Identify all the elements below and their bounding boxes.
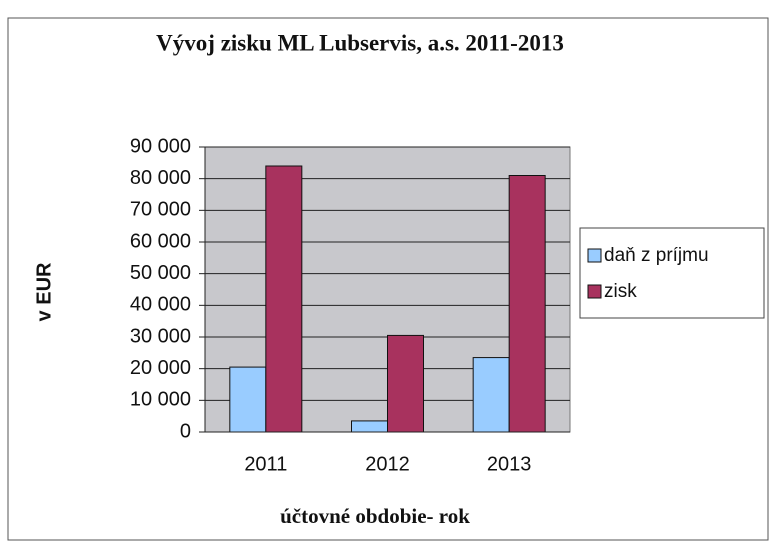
bar — [387, 334, 424, 433]
legend-label: daň z príjmu — [604, 245, 709, 266]
bar — [351, 420, 388, 433]
y-tick-label: 70 000 — [130, 199, 191, 221]
y-tick-label: 20 000 — [130, 357, 191, 379]
y-tick-label: 0 — [180, 420, 191, 442]
x-axis-label: účtovné obdobie- rok — [280, 504, 470, 528]
x-tick-label: 2013 — [487, 453, 532, 475]
bar — [229, 366, 267, 433]
y-tick-label: 10 000 — [130, 389, 191, 411]
legend-box — [579, 227, 765, 319]
x-tick-label: 2012 — [365, 453, 410, 475]
bar — [265, 165, 303, 433]
legend-swatch — [587, 284, 602, 299]
bar — [508, 175, 546, 433]
y-tick-label: 30 000 — [130, 325, 191, 347]
bar — [472, 357, 510, 433]
y-axis-label: v EUR — [33, 262, 55, 321]
y-tick-label: 90 000 — [130, 135, 191, 157]
y-tick-label: 50 000 — [130, 262, 191, 284]
x-tick-label: 2011 — [244, 453, 287, 475]
y-tick-label: 60 000 — [130, 230, 191, 252]
legend-label: zisk — [604, 281, 637, 302]
y-tick-label: 40 000 — [130, 294, 191, 316]
y-tick-label: 80 000 — [130, 167, 191, 189]
legend-swatch — [587, 248, 602, 263]
chart-title: Vývoj zisku ML Lubservis, a.s. 2011-2013 — [156, 30, 564, 55]
